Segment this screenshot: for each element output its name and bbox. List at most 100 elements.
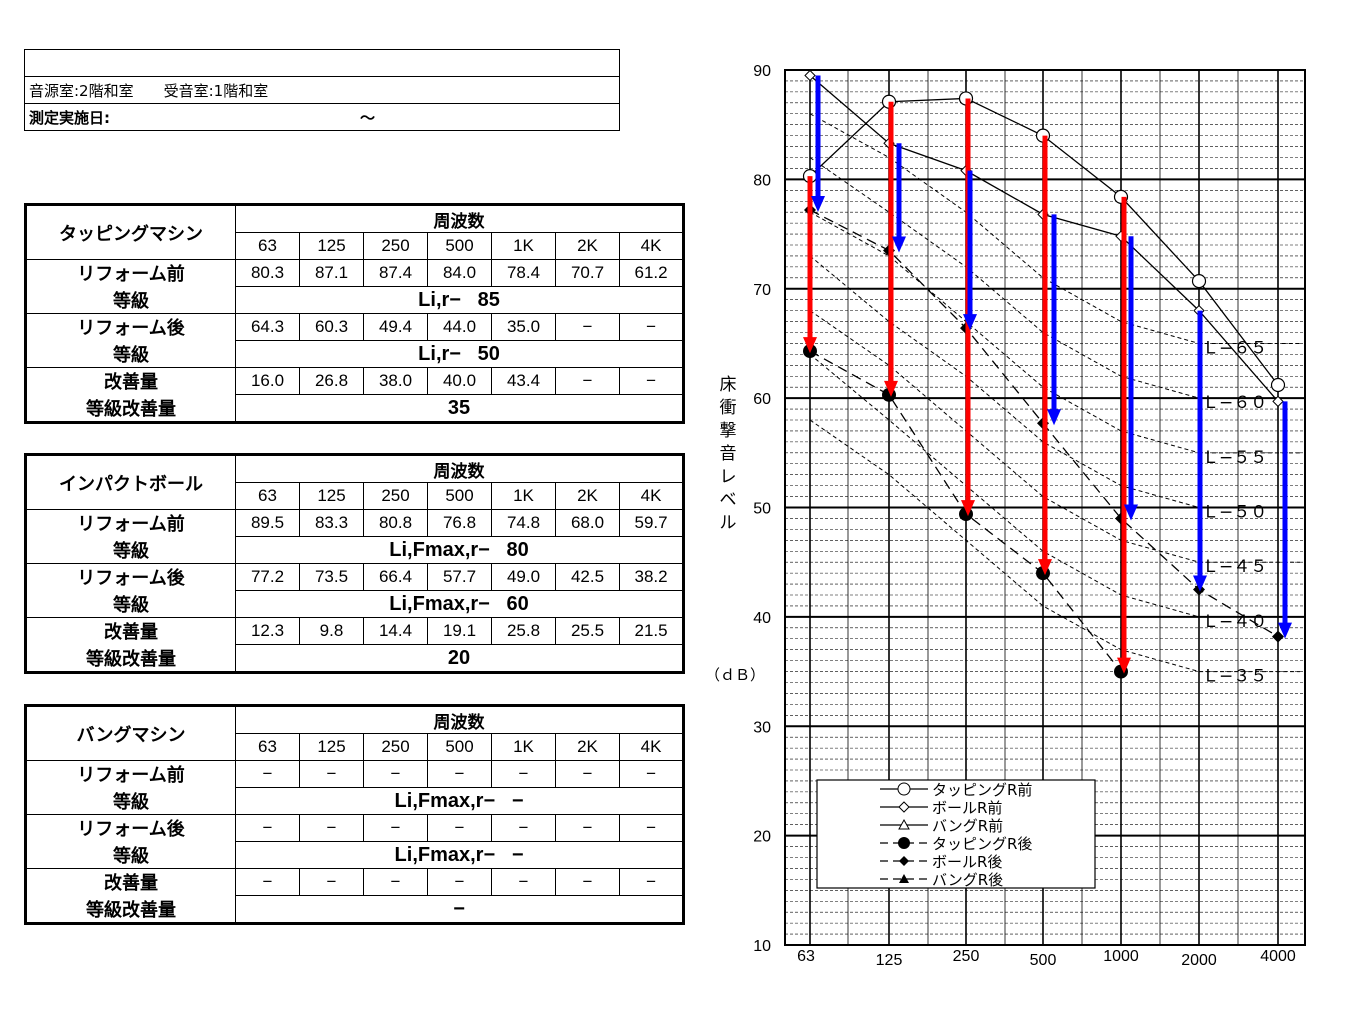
- y-tick-label: 10: [753, 938, 771, 955]
- value-cell: 44.0: [427, 313, 492, 341]
- freq-header: 周波数: [234, 204, 685, 233]
- grade-prefix: Li,Fmax,r−: [389, 592, 490, 615]
- reference-curve: [809, 157, 1300, 399]
- grade-cell: 20: [234, 644, 685, 673]
- value-cell: 57.7: [427, 563, 492, 591]
- value-cell: −: [491, 868, 556, 896]
- y-tick-label: 20: [753, 829, 771, 846]
- reduction-arrowhead: [811, 196, 825, 212]
- value-cell: 59.7: [618, 509, 685, 537]
- value-cell: 70.7: [555, 259, 620, 287]
- grade-prefix: Li,r−: [418, 288, 461, 311]
- grade-label: 等級: [25, 340, 236, 368]
- reduction-arrowhead: [1047, 409, 1061, 426]
- data-point-diamond: [804, 69, 816, 82]
- grade-cell: 35: [234, 394, 685, 423]
- value-cell: 16.0: [235, 367, 300, 395]
- reduction-arrowhead: [1278, 622, 1292, 639]
- legend-marker: [897, 782, 911, 796]
- grade-label: 等級: [25, 787, 236, 815]
- reference-curve: [809, 113, 1300, 344]
- value-cell: 12.3: [235, 617, 300, 645]
- grade-cell: Li,Fmax,r− −: [234, 841, 685, 869]
- value-cell: −: [363, 814, 428, 842]
- reference-curve-label: Ｌ−６０: [1202, 393, 1267, 413]
- value-cell: 9.8: [299, 617, 364, 645]
- legend-marker: [898, 837, 910, 849]
- freq-cell: 250: [363, 232, 428, 260]
- table-title: バングマシン: [25, 705, 236, 761]
- value-cell: 43.4: [491, 367, 556, 395]
- reduction-arrowhead: [803, 337, 817, 354]
- row-label: リフォーム前: [25, 760, 236, 788]
- y-tick-label: 50: [753, 501, 771, 518]
- value-cell: 40.0: [427, 367, 492, 395]
- reduction-arrowhead: [1193, 575, 1207, 592]
- freq-cell: 500: [427, 232, 492, 260]
- value-cell: 25.8: [491, 617, 556, 645]
- chart: 10 20 30 40 50 60 70 80 90 63 125 250 500 1000 2000 400…: [705, 63, 1306, 969]
- value-cell: 73.5: [299, 563, 364, 591]
- date-row: 測定実施日: ～: [24, 103, 620, 131]
- grade-cell: Li,Fmax,r− 80: [234, 536, 685, 564]
- legend-marker: [899, 856, 909, 866]
- legend-marker: [899, 874, 909, 883]
- value-cell: 80.3: [235, 259, 300, 287]
- freq-cell: 500: [427, 482, 492, 510]
- value-cell: −: [555, 313, 620, 341]
- grade-cell: Li,r− 50: [234, 340, 685, 368]
- value-cell: −: [235, 814, 300, 842]
- legend-marker: [898, 818, 910, 830]
- value-cell: −: [299, 814, 364, 842]
- header-box: 音源室:2階和室 受音室:1階和室 測定実施日: ～: [24, 49, 620, 131]
- value-cell: 49.0: [491, 563, 556, 591]
- grade-prefix: Li,Fmax,r−: [394, 789, 496, 812]
- grade-label: 等級: [25, 841, 236, 869]
- freq-cell: 2K: [555, 482, 620, 510]
- value-cell: −: [491, 814, 556, 842]
- freq-cell: 4K: [618, 482, 685, 510]
- y-axis-label-char: 衝: [720, 398, 737, 418]
- grade-label: 等級改善量: [25, 895, 236, 924]
- grade-prefix: Li,Fmax,r−: [394, 843, 496, 866]
- y-tick-label: 90: [753, 63, 771, 80]
- grade-value: 60: [506, 592, 529, 615]
- value-cell: 21.5: [618, 617, 685, 645]
- value-cell: −: [555, 868, 620, 896]
- value-cell: −: [555, 367, 620, 395]
- value-cell: 80.8: [363, 509, 428, 537]
- legend-box: [816, 779, 1096, 889]
- value-cell: 68.0: [555, 509, 620, 537]
- value-cell: −: [618, 868, 685, 896]
- value-cell: 38.2: [618, 563, 685, 591]
- value-cell: −: [235, 868, 300, 896]
- row-label: リフォーム前: [25, 509, 236, 537]
- legend-label: タッピングR前: [932, 781, 1032, 799]
- table-title: タッピングマシン: [25, 204, 236, 260]
- x-tick-label: 500: [1030, 952, 1057, 969]
- x-tick-label: 2000: [1181, 952, 1217, 969]
- table-0: タッピングマシン 周波数 63 125 250 500 1K 2K 4K リフォーム前 80.3 87…: [24, 203, 686, 424]
- y-tick-label: 40: [753, 610, 771, 627]
- value-cell: 35.0: [491, 313, 556, 341]
- value-cell: 60.3: [299, 313, 364, 341]
- reduction-arrowhead: [1124, 504, 1138, 521]
- freq-cell: 1K: [491, 482, 556, 510]
- grade-value: 85: [477, 288, 500, 311]
- data-point-diamond: [1272, 395, 1284, 408]
- row-label: リフォーム後: [25, 563, 236, 591]
- x-tick-label: 4000: [1260, 948, 1296, 965]
- rooms-text: 音源室:2階和室 受音室:1階和室: [24, 76, 620, 104]
- reference-curve: [809, 310, 1300, 563]
- y-axis-label-char: ベ: [720, 490, 737, 510]
- value-cell: 76.8: [427, 509, 492, 537]
- legend-label: バングR後: [932, 871, 1003, 889]
- row-label: リフォーム前: [25, 259, 236, 287]
- grade-value: 80: [506, 538, 529, 561]
- value-cell: 49.4: [363, 313, 428, 341]
- grade-cell: Li,Fmax,r− −: [234, 787, 685, 815]
- value-cell: 87.4: [363, 259, 428, 287]
- value-cell: 87.1: [299, 259, 364, 287]
- value-cell: 26.8: [299, 367, 364, 395]
